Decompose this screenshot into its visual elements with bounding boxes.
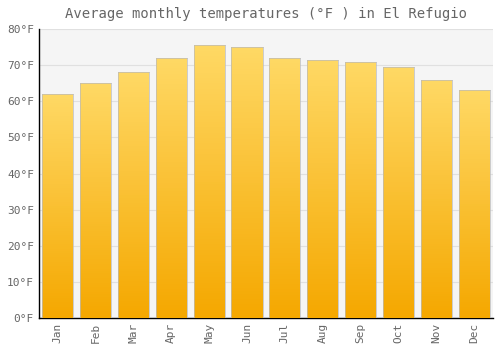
Title: Average monthly temperatures (°F ) in El Refugio: Average monthly temperatures (°F ) in El… bbox=[65, 7, 467, 21]
